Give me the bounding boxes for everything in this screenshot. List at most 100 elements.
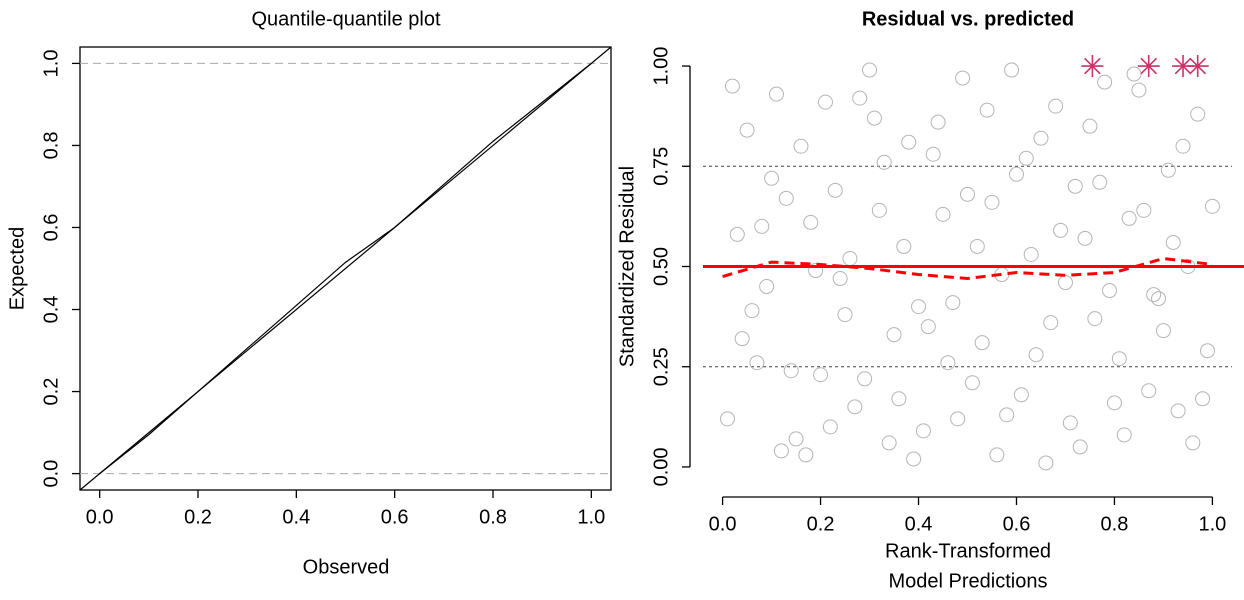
residual-point: [1146, 287, 1162, 303]
residual-point: [783, 363, 799, 379]
residual-point: [915, 423, 931, 439]
residual-point: [906, 451, 922, 467]
y-tick-label: 0.2: [40, 378, 62, 406]
residual-point: [827, 182, 843, 198]
outlier-star: [1172, 55, 1195, 78]
residual-point: [1004, 62, 1020, 78]
residual-point: [734, 331, 750, 347]
residual-point: [1141, 383, 1157, 399]
residual-point: [866, 110, 882, 126]
residual-point: [1072, 439, 1088, 455]
residual-point: [1067, 178, 1083, 194]
residual-point: [1082, 118, 1098, 134]
x-tick-label: 0.0: [86, 506, 114, 528]
residual-point: [1102, 283, 1118, 299]
residual-point: [1131, 82, 1147, 98]
residual-point: [871, 202, 887, 218]
residual-point: [857, 371, 873, 387]
y-tick-label: 1.00: [650, 47, 672, 86]
residual-point: [1151, 291, 1167, 307]
residual-point: [724, 78, 740, 94]
residual-point: [930, 114, 946, 130]
residual-point: [1008, 166, 1024, 182]
residual-point: [764, 170, 780, 186]
outlier-star: [1186, 55, 1209, 78]
residual-point: [719, 411, 735, 427]
residual-point: [1087, 311, 1103, 327]
chart-title: Quantile-quantile plot: [251, 8, 440, 30]
residual-point: [837, 307, 853, 323]
residual-point: [1155, 323, 1171, 339]
x-tick-label: 0.4: [905, 513, 933, 535]
y-tick-label: 0.8: [40, 132, 62, 160]
residual-point: [1048, 98, 1064, 114]
residual-point: [920, 319, 936, 335]
residual-point: [1077, 230, 1093, 246]
residual-point: [881, 435, 897, 451]
y-tick-label: 0.0: [40, 460, 62, 488]
residual-point: [901, 134, 917, 150]
residual-point: [1116, 427, 1132, 443]
residual-point: [945, 295, 961, 311]
residual-point: [955, 70, 971, 86]
residual-point: [1200, 343, 1216, 359]
x-tick-label: 0.0: [709, 513, 737, 535]
residual-point: [729, 226, 745, 242]
y-tick-label: 1.0: [40, 50, 62, 78]
outlier-star: [1081, 55, 1104, 78]
y-tick-label: 0.00: [650, 447, 672, 486]
residual-point: [960, 186, 975, 202]
residual-point: [1013, 387, 1029, 403]
residual-point: [1106, 395, 1122, 411]
x-tick-label: 0.6: [381, 506, 409, 528]
residual-point: [1062, 415, 1078, 431]
residual-point: [1057, 275, 1073, 291]
residual-point: [1092, 174, 1108, 190]
residual-point: [1136, 202, 1152, 218]
residual-point: [759, 279, 775, 295]
residual-point: [969, 238, 985, 254]
residual-point: [1126, 66, 1142, 82]
x-tick-label: 1.0: [577, 506, 605, 528]
residual-point: [1175, 138, 1191, 154]
residual-point: [979, 102, 995, 118]
y-axis-label: Standardized Residual: [616, 166, 638, 367]
residual-point: [808, 263, 824, 279]
x-axis-label: Rank-Transformed: [885, 540, 1051, 562]
residual-point: [950, 411, 966, 427]
residual-point: [1053, 222, 1069, 238]
x-tick-label: 0.6: [1003, 513, 1031, 535]
residual-point: [813, 367, 829, 383]
residual-point: [1028, 347, 1044, 363]
residual-point: [803, 214, 819, 230]
residual-point: [940, 355, 956, 371]
residual-point: [862, 62, 878, 78]
residual-point: [817, 94, 833, 110]
residual-point: [886, 327, 902, 343]
residual-point: [1043, 315, 1059, 331]
residual-point: [911, 299, 927, 315]
residual-point: [876, 154, 892, 170]
y-axis-label: Expected: [6, 227, 28, 310]
residual-point: [1097, 74, 1113, 90]
residual-point: [773, 443, 789, 459]
residual-point: [925, 146, 941, 162]
residual-point: [739, 122, 755, 138]
residual-point: [754, 218, 770, 234]
residual-point: [1111, 351, 1127, 367]
residual-point: [935, 206, 951, 222]
residual-point: [984, 194, 1000, 210]
residual-point: [847, 399, 863, 415]
residual-point: [891, 391, 907, 407]
residual-point: [1195, 391, 1211, 407]
residual-point: [778, 190, 794, 206]
y-tick-label: 0.4: [40, 296, 62, 324]
residual-point: [749, 355, 765, 371]
x-tick-label: 1.0: [1199, 513, 1227, 535]
outlier-star: [1137, 55, 1160, 78]
x-tick-label: 0.2: [184, 506, 212, 528]
x-axis-label: Model Predictions: [889, 570, 1048, 592]
x-tick-label: 0.8: [1101, 513, 1129, 535]
residual-point: [1165, 234, 1181, 250]
chart-title: Residual vs. predicted: [862, 8, 1074, 30]
